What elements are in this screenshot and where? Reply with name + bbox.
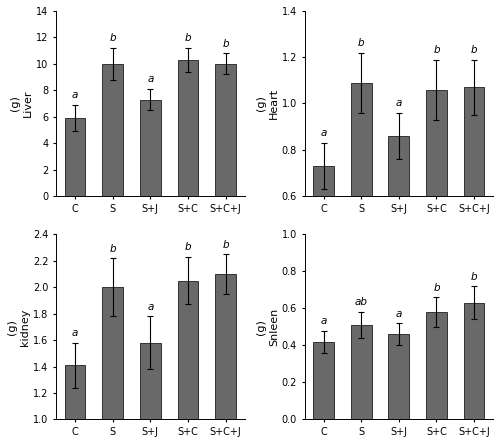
Y-axis label: (g)
Heart: (g) Heart [256,88,279,119]
Bar [215,274,236,444]
Bar [464,303,484,420]
Bar [215,64,236,196]
Bar [426,90,447,335]
Text: b: b [471,272,478,281]
Bar [351,83,372,335]
Text: b: b [358,38,364,48]
Text: b: b [471,45,478,55]
Bar [140,343,160,444]
Text: b: b [433,283,440,293]
Bar [426,312,447,420]
Text: a: a [396,309,402,318]
Text: b: b [222,39,229,49]
Bar [313,342,334,420]
Bar [388,136,409,335]
Text: a: a [72,90,78,100]
Text: a: a [396,98,402,108]
Bar [102,64,123,196]
Bar [64,118,86,196]
Bar [464,87,484,335]
Text: b: b [184,33,191,44]
Text: b: b [222,239,229,250]
Text: a: a [147,301,154,312]
Bar [102,287,123,444]
Text: a: a [320,128,326,138]
Bar [351,325,372,420]
Text: b: b [433,45,440,55]
Bar [64,365,86,444]
Bar [140,99,160,196]
Text: a: a [320,316,326,326]
Text: a: a [72,328,78,338]
Y-axis label: (g)
Liver: (g) Liver [10,90,34,117]
Bar [178,60,199,196]
Text: b: b [184,242,191,252]
Text: b: b [110,33,116,44]
Bar [178,281,199,444]
Y-axis label: (g)
kidney: (g) kidney [7,308,30,345]
Text: a: a [147,74,154,84]
Bar [313,166,334,335]
Text: b: b [110,243,116,254]
Bar [388,334,409,420]
Y-axis label: (g)
Snleen: (g) Snleen [256,308,279,346]
Text: ab: ab [354,297,368,307]
